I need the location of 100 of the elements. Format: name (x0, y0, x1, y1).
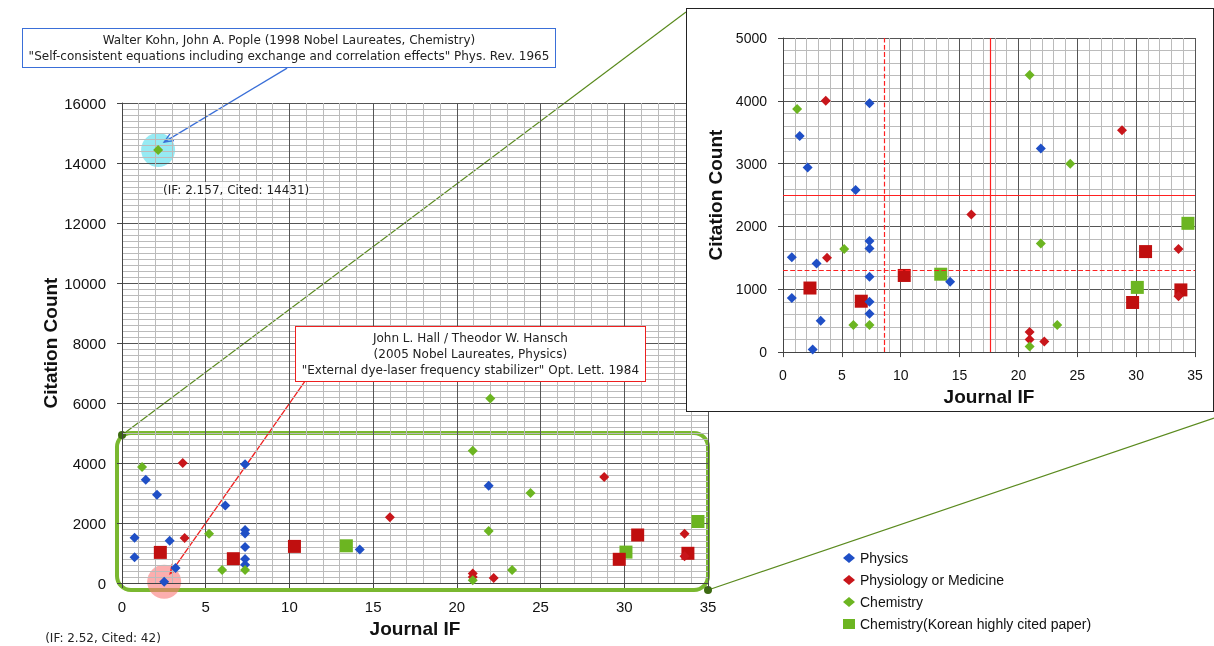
x-tick-label: 30 (615, 598, 633, 615)
text: Walter Kohn, John A. Pople (1998 Nobel Laureates, Chemistry) "Self-consistent equations including exchange and correlation effects" Phys. Rev. 1965 (21, 28, 557, 69)
x-tick-label: 25 (1069, 367, 1086, 384)
x-tick-label: 0 (117, 598, 127, 615)
point (179, 533, 190, 543)
point (525, 488, 536, 498)
point (164, 535, 175, 546)
x-tick-label: 35 (699, 598, 717, 615)
point (467, 445, 478, 456)
x-tick-label: 20 (1010, 367, 1027, 384)
y-tick-label: 2000 (72, 514, 106, 532)
point (217, 565, 228, 576)
y-tick-label: 4000 (72, 454, 106, 472)
y-tick-label: 1000 (735, 281, 768, 298)
point (1035, 238, 1046, 249)
point (811, 258, 822, 269)
point (864, 296, 875, 307)
legend-label: Physiology or Medicine (860, 572, 1005, 588)
x-tick-label: 25 (532, 598, 549, 615)
point (1024, 341, 1035, 352)
point (631, 528, 645, 542)
point (864, 243, 875, 254)
point (803, 281, 817, 295)
point (1039, 336, 1050, 347)
point (850, 185, 861, 196)
point (848, 320, 859, 331)
y-axis-title: Citation Count (40, 276, 61, 409)
y-tick-label: 2000 (735, 218, 768, 235)
point (854, 294, 868, 308)
y-tick-label: 14000 (64, 154, 106, 172)
x-tick-label: 15 (364, 598, 382, 615)
point (488, 572, 499, 583)
point (1117, 125, 1128, 136)
x-tick-label: 30 (1128, 367, 1145, 384)
text: (IF: 2.52, Cited: 42) (45, 629, 161, 646)
legend-label: Chemistry(Korean highly cited paper) (860, 616, 1092, 632)
point (1126, 295, 1140, 309)
point (864, 235, 875, 246)
point (153, 545, 167, 559)
point (384, 512, 395, 523)
point (1065, 158, 1076, 169)
y-axis-title: Citation Count (704, 128, 726, 261)
point (599, 472, 610, 483)
point (1052, 320, 1063, 331)
point (820, 95, 831, 106)
legend-label: Physics (860, 550, 909, 566)
point (786, 252, 797, 263)
point (864, 98, 875, 109)
point (839, 244, 850, 255)
point (1173, 244, 1184, 255)
y-tick-label: 12000 (64, 214, 106, 232)
point (140, 474, 151, 485)
point (897, 268, 911, 282)
point (945, 276, 956, 287)
point (794, 131, 805, 141)
x-tick-label: 10 (892, 367, 909, 384)
x-tick-label: 15 (951, 367, 968, 384)
point (1181, 216, 1195, 230)
point (802, 162, 813, 173)
point (226, 552, 240, 566)
annotation: John L. Hall / Theodor W. Hansch (2005 Nobel Laureates, Physics) "External dye-laser frequency stabilizer" Opt. Lett. 1984 (294, 325, 647, 382)
legend-label: Chemistry (860, 594, 924, 610)
x-tick-label: 35 (1187, 367, 1203, 384)
point (485, 393, 496, 404)
annotation: (IF: 2.157, Cited: 14431) (163, 182, 310, 199)
y-tick-label: 5000 (735, 30, 768, 46)
y-tick-label: 0 (759, 344, 768, 361)
point (137, 461, 148, 472)
point (483, 526, 494, 537)
point (934, 267, 948, 281)
point (240, 459, 251, 470)
x-tick-label: 20 (448, 598, 466, 615)
point (129, 552, 140, 563)
point (339, 539, 353, 553)
y-tick-label: 16000 (64, 94, 106, 112)
x-tick-label: 5 (201, 598, 210, 615)
x-axis-title: Journal IF (943, 386, 1035, 407)
point (204, 528, 215, 539)
point (1024, 70, 1035, 81)
point (177, 458, 188, 468)
y-tick-label: 8000 (72, 334, 106, 352)
point (507, 565, 518, 576)
y-tick-label: 10000 (64, 274, 106, 292)
point (483, 480, 494, 491)
y-tick-label: 3000 (735, 155, 768, 172)
point (792, 103, 803, 114)
point (679, 551, 690, 562)
point (966, 209, 977, 220)
point (1035, 143, 1046, 154)
point (287, 539, 301, 553)
x-tick-label: 5 (837, 367, 846, 384)
point (151, 489, 162, 500)
point (822, 252, 833, 263)
point (679, 528, 690, 539)
point (1173, 291, 1184, 302)
point (240, 542, 251, 552)
point (467, 575, 478, 586)
point (1024, 327, 1035, 337)
point (612, 552, 626, 566)
point (691, 515, 705, 528)
